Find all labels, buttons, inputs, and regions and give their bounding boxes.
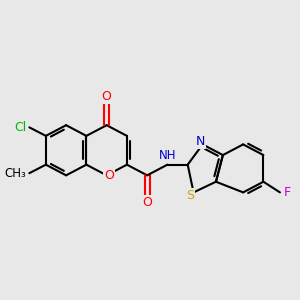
Text: O: O xyxy=(104,169,114,182)
Text: F: F xyxy=(284,186,291,199)
Text: O: O xyxy=(142,196,152,209)
Text: N: N xyxy=(196,135,205,148)
Text: Cl: Cl xyxy=(14,121,26,134)
Text: CH₃: CH₃ xyxy=(4,167,26,180)
Text: O: O xyxy=(102,90,112,104)
Text: S: S xyxy=(186,189,194,202)
Text: NH: NH xyxy=(159,149,176,162)
